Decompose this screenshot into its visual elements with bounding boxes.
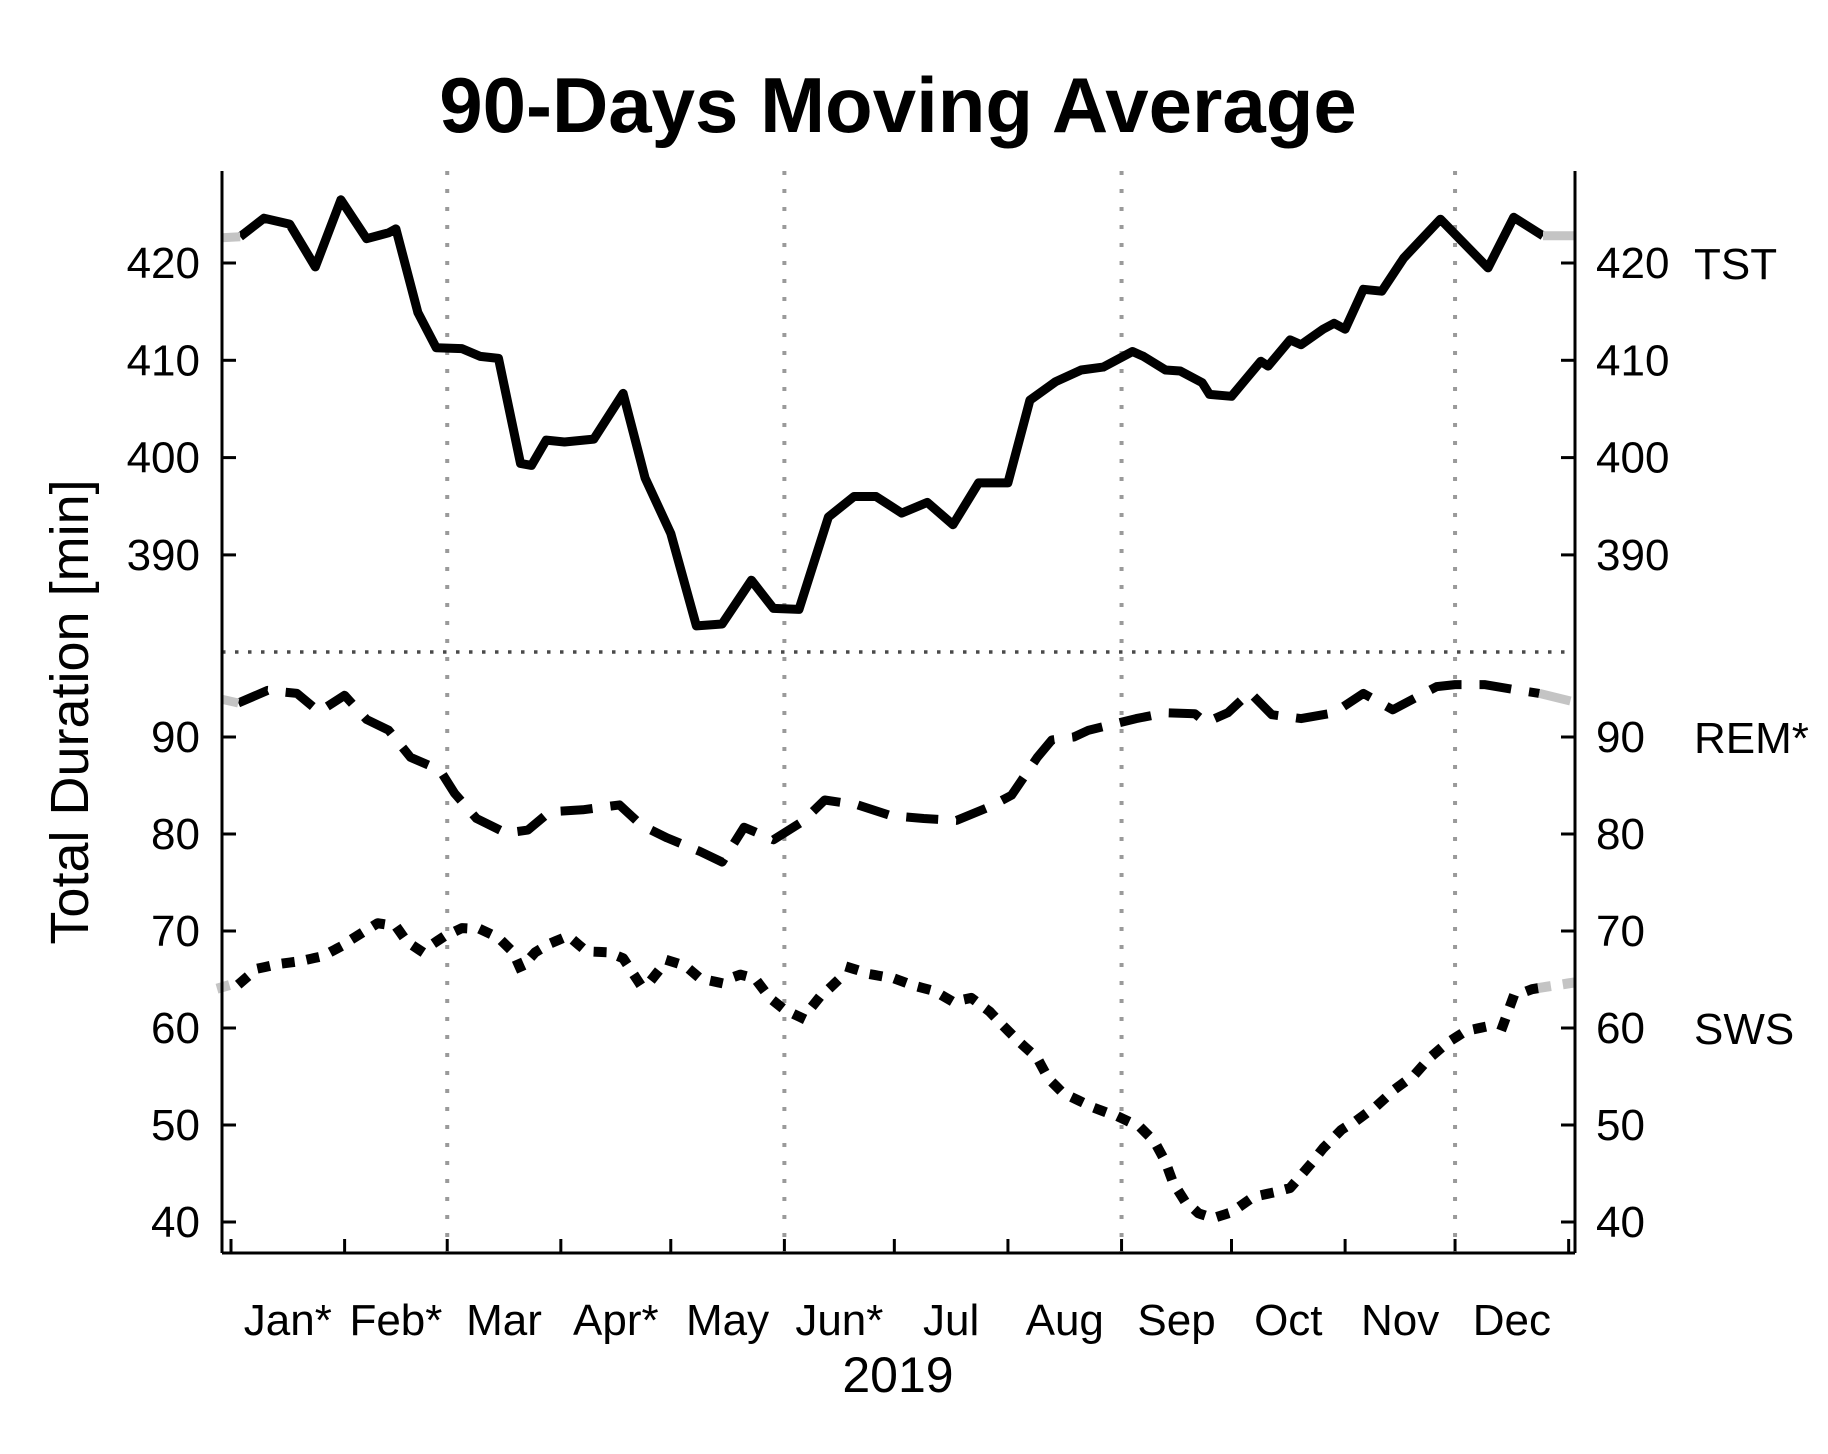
series-tst-gray-head (221, 232, 241, 243)
month-label: Jul (923, 1296, 979, 1345)
chart-title: 90-Days Moving Average (439, 61, 1357, 149)
month-label: May (686, 1296, 769, 1345)
month-label: Sep (1137, 1296, 1215, 1345)
left-y-tick-label: 390 (127, 531, 200, 580)
series-label-tst: TST (1694, 240, 1777, 289)
month-label: Dec (1473, 1296, 1551, 1345)
right-y-tick-label: 80 (1596, 810, 1645, 859)
left-y-tick-label: 400 (127, 434, 200, 483)
generated-plot-elements: Jan* Feb* Mar Apr* May Jun* Jul Aug Sep Oct Nov Dec… (127, 171, 1669, 1345)
month-label: Jan* (244, 1296, 332, 1345)
left-y-tick-label: 70 (151, 907, 200, 956)
series-sws-gray-tail (1537, 976, 1581, 994)
month-label: Apr* (573, 1296, 659, 1345)
right-y-tick-label: 410 (1596, 336, 1669, 385)
right-y-tick-label: 90 (1596, 713, 1645, 762)
month-label: Oct (1254, 1296, 1322, 1345)
series-rem-line (236, 680, 1540, 867)
series-rem-gray-tail (1538, 689, 1576, 707)
month-label: Jun* (795, 1296, 883, 1345)
series-label-sws: SWS (1694, 1005, 1794, 1054)
series-tst-line (237, 195, 1546, 631)
series-sws-gray-head (215, 975, 249, 994)
right-y-tick-label: 60 (1596, 1004, 1645, 1053)
left-y-tick-label: 60 (151, 1004, 200, 1053)
month-label: Feb* (349, 1296, 442, 1345)
series-rem-gray-head (220, 694, 240, 708)
left-y-tick-label: 90 (151, 713, 200, 762)
right-y-tick-label: 40 (1596, 1198, 1645, 1247)
left-y-tick-label: 50 (151, 1101, 200, 1150)
series-sws-line (234, 918, 1549, 1224)
right-y-tick-label: 50 (1596, 1101, 1645, 1150)
right-y-tick-label: 420 (1596, 239, 1669, 288)
month-label: Mar (466, 1296, 542, 1345)
x-axis-label: 2019 (842, 1347, 953, 1403)
left-y-tick-label: 80 (151, 810, 200, 859)
series-label-rem: REM* (1694, 714, 1809, 763)
month-label: Aug (1026, 1296, 1104, 1345)
right-y-tick-label: 400 (1596, 434, 1669, 483)
right-y-tick-label: 70 (1596, 907, 1645, 956)
left-y-tick-label: 40 (151, 1198, 200, 1247)
left-y-tick-label: 410 (127, 336, 200, 385)
y-axis-label: Total Duration [min] (40, 479, 100, 944)
left-y-tick-label: 420 (127, 239, 200, 288)
month-label: Nov (1361, 1296, 1439, 1345)
right-y-tick-label: 390 (1596, 531, 1669, 580)
